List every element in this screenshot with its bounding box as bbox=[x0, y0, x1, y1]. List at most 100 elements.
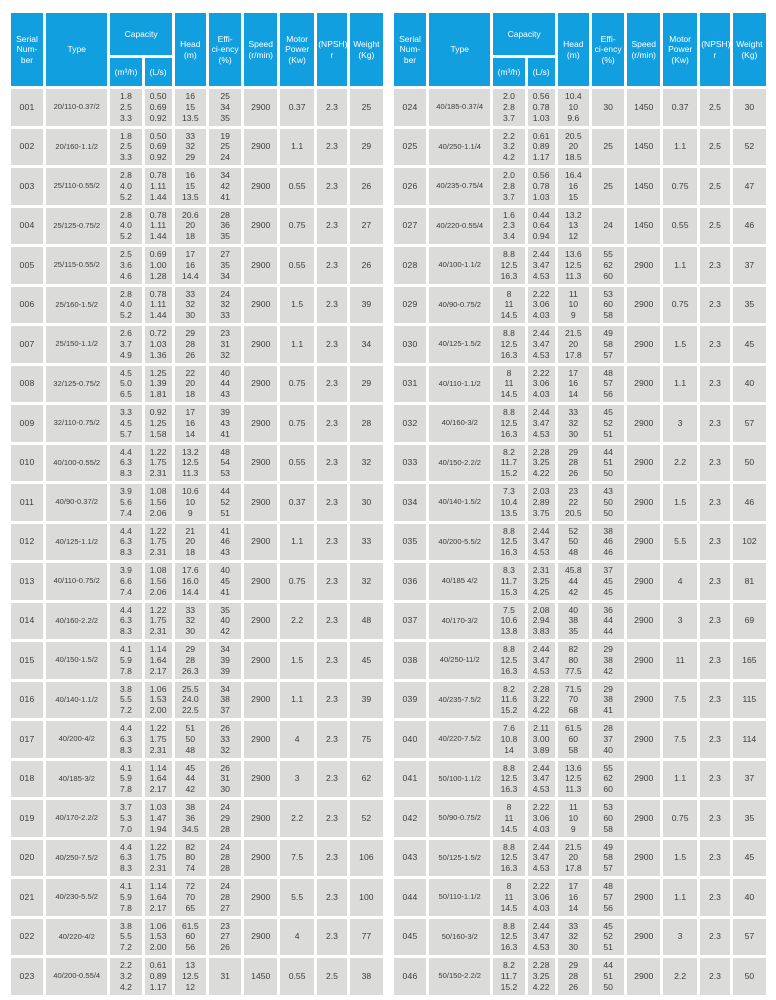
cell-speed: 1450 bbox=[627, 128, 661, 165]
cell-type: 40/90-0.75/2 bbox=[428, 286, 491, 323]
cell-type: 40/235-7.5/2 bbox=[428, 681, 491, 718]
cell-efficiency: 43 50 50 bbox=[591, 484, 625, 521]
cell-capacity-ls: 0.61 0.89 1.17 bbox=[527, 128, 555, 165]
cell-capacity-m3h: 2.2 3.2 4.2 bbox=[110, 958, 142, 995]
cell-capacity-ls: 2.22 3.06 4.03 bbox=[527, 286, 555, 323]
cell-efficiency: 41 46 43 bbox=[208, 523, 242, 560]
cell-capacity-ls: 0.56 0.78 1.03 bbox=[527, 168, 555, 205]
cell-head: 45 44 42 bbox=[174, 760, 206, 797]
cell-weight: 62 bbox=[349, 760, 383, 797]
cell-efficiency: 55 62 60 bbox=[591, 760, 625, 797]
cell-capacity-m3h: 8.8 12.5 16.3 bbox=[493, 839, 525, 876]
cell-capacity-m3h: 2.8 4.0 5.2 bbox=[110, 207, 142, 244]
cell-head: 52 50 48 bbox=[557, 523, 589, 560]
cell-motor-power: 0.75 bbox=[280, 207, 315, 244]
cell-weight: 46 bbox=[732, 207, 766, 244]
cell-head: 17 16 14 bbox=[557, 365, 589, 402]
cell-weight: 40 bbox=[732, 879, 766, 916]
cell-weight: 45 bbox=[349, 642, 383, 679]
cell-capacity-m3h: 3.7 5.3 7.0 bbox=[110, 800, 142, 837]
cell-motor-power: 1.1 bbox=[280, 326, 315, 363]
cell-serial-number: 005 bbox=[11, 247, 43, 284]
cell-npsh: 2.3 bbox=[700, 721, 730, 758]
cell-type: 40/100-0.55/2 bbox=[45, 444, 108, 481]
cell-capacity-m3h: 7.5 10.6 13.8 bbox=[493, 602, 525, 639]
cell-capacity-ls: 2.44 3.47 4.53 bbox=[527, 523, 555, 560]
cell-capacity-m3h: 8.8 12.5 16.3 bbox=[493, 760, 525, 797]
cell-speed: 2900 bbox=[244, 286, 278, 323]
cell-head: 29 28 26 bbox=[557, 958, 589, 995]
cell-capacity-ls: 0.50 0.69 0.92 bbox=[144, 128, 172, 165]
cell-type: 40/185-0.37/4 bbox=[428, 89, 491, 126]
table-row: 015 40/150-1.5/2 4.1 5.9 7.8 1.14 1.64 2.17… bbox=[11, 642, 383, 679]
cell-serial-number: 016 bbox=[11, 681, 43, 718]
table-row: 033 40/150-2.2/2 8.2 11.7 15.2 2.28 3.25 4.… bbox=[394, 444, 766, 481]
cell-capacity-m3h: 8.2 11.6 15.2 bbox=[493, 681, 525, 718]
cell-serial-number: 009 bbox=[11, 405, 43, 442]
pump-spec-table-left: Serial Num- ber Type Capacity Head (m) E… bbox=[8, 10, 386, 998]
table-row: 044 50/110-1.1/2 8 11 14.5 2.22 3.06 4.03 17… bbox=[394, 879, 766, 916]
cell-speed: 2900 bbox=[627, 760, 661, 797]
col-header-efficiency: Effi- ci-ency (%) bbox=[208, 13, 242, 86]
cell-weight: 106 bbox=[349, 839, 383, 876]
cell-capacity-ls: 2.28 3.25 4.22 bbox=[527, 444, 555, 481]
cell-weight: 29 bbox=[349, 128, 383, 165]
cell-serial-number: 015 bbox=[11, 642, 43, 679]
cell-weight: 45 bbox=[732, 326, 766, 363]
cell-capacity-m3h: 2.8 4.0 5.2 bbox=[110, 168, 142, 205]
cell-capacity-ls: 1.06 1.53 2.00 bbox=[144, 918, 172, 955]
cell-type: 25/125-0.75/2 bbox=[45, 207, 108, 244]
cell-head: 13 12.5 12 bbox=[174, 958, 206, 995]
table-row: 021 40/230-5.5/2 4.1 5.9 7.8 1.14 1.64 2.17… bbox=[11, 879, 383, 916]
cell-type: 40/200-5.5/2 bbox=[428, 523, 491, 560]
cell-capacity-ls: 1.14 1.64 2.17 bbox=[144, 879, 172, 916]
col-header-speed: Speed (r/min) bbox=[627, 13, 661, 86]
cell-capacity-m3h: 7.6 10.8 14 bbox=[493, 721, 525, 758]
cell-serial-number: 040 bbox=[394, 721, 426, 758]
cell-serial-number: 006 bbox=[11, 286, 43, 323]
col-header-efficiency: Effi- ci-ency (%) bbox=[591, 13, 625, 86]
cell-weight: 69 bbox=[732, 602, 766, 639]
cell-capacity-m3h: 2.0 2.8 3.7 bbox=[493, 89, 525, 126]
cell-speed: 2900 bbox=[244, 128, 278, 165]
cell-capacity-ls: 1.22 1.75 2.31 bbox=[144, 602, 172, 639]
cell-weight: 25 bbox=[349, 89, 383, 126]
cell-serial-number: 030 bbox=[394, 326, 426, 363]
cell-head: 13.2 13 12 bbox=[557, 207, 589, 244]
cell-serial-number: 008 bbox=[11, 365, 43, 402]
cell-serial-number: 014 bbox=[11, 602, 43, 639]
cell-npsh: 2.3 bbox=[317, 207, 347, 244]
cell-capacity-m3h: 8.8 12.5 16.3 bbox=[493, 918, 525, 955]
cell-capacity-ls: 2.44 3.47 4.53 bbox=[527, 247, 555, 284]
cell-motor-power: 1.1 bbox=[663, 760, 698, 797]
cell-capacity-ls: 2.11 3.00 3.89 bbox=[527, 721, 555, 758]
cell-efficiency: 28 36 35 bbox=[208, 207, 242, 244]
cell-npsh: 2.3 bbox=[700, 681, 730, 718]
cell-weight: 75 bbox=[349, 721, 383, 758]
cell-head: 21 20 18 bbox=[174, 523, 206, 560]
cell-efficiency: 27 35 34 bbox=[208, 247, 242, 284]
cell-efficiency: 39 43 41 bbox=[208, 405, 242, 442]
cell-npsh: 2.3 bbox=[700, 286, 730, 323]
cell-capacity-m3h: 3.9 5.6 7.4 bbox=[110, 484, 142, 521]
col-header-head: Head (m) bbox=[557, 13, 589, 86]
cell-motor-power: 0.37 bbox=[663, 89, 698, 126]
cell-npsh: 2.3 bbox=[317, 800, 347, 837]
cell-capacity-m3h: 8 11 14.5 bbox=[493, 879, 525, 916]
cell-serial-number: 033 bbox=[394, 444, 426, 481]
cell-weight: 30 bbox=[732, 89, 766, 126]
cell-npsh: 2.3 bbox=[700, 247, 730, 284]
cell-efficiency: 48 57 56 bbox=[591, 365, 625, 402]
cell-npsh: 2.3 bbox=[700, 484, 730, 521]
cell-capacity-m3h: 4.4 6.3 8.3 bbox=[110, 721, 142, 758]
cell-efficiency: 34 42 41 bbox=[208, 168, 242, 205]
cell-weight: 39 bbox=[349, 286, 383, 323]
cell-speed: 2900 bbox=[627, 721, 661, 758]
cell-speed: 2900 bbox=[244, 247, 278, 284]
cell-motor-power: 2.2 bbox=[663, 958, 698, 995]
cell-efficiency: 34 39 39 bbox=[208, 642, 242, 679]
cell-motor-power: 0.55 bbox=[280, 247, 315, 284]
cell-speed: 2900 bbox=[627, 405, 661, 442]
cell-npsh: 2.3 bbox=[700, 444, 730, 481]
table-row: 031 40/110-1.1/2 8 11 14.5 2.22 3.06 4.03 17… bbox=[394, 365, 766, 402]
